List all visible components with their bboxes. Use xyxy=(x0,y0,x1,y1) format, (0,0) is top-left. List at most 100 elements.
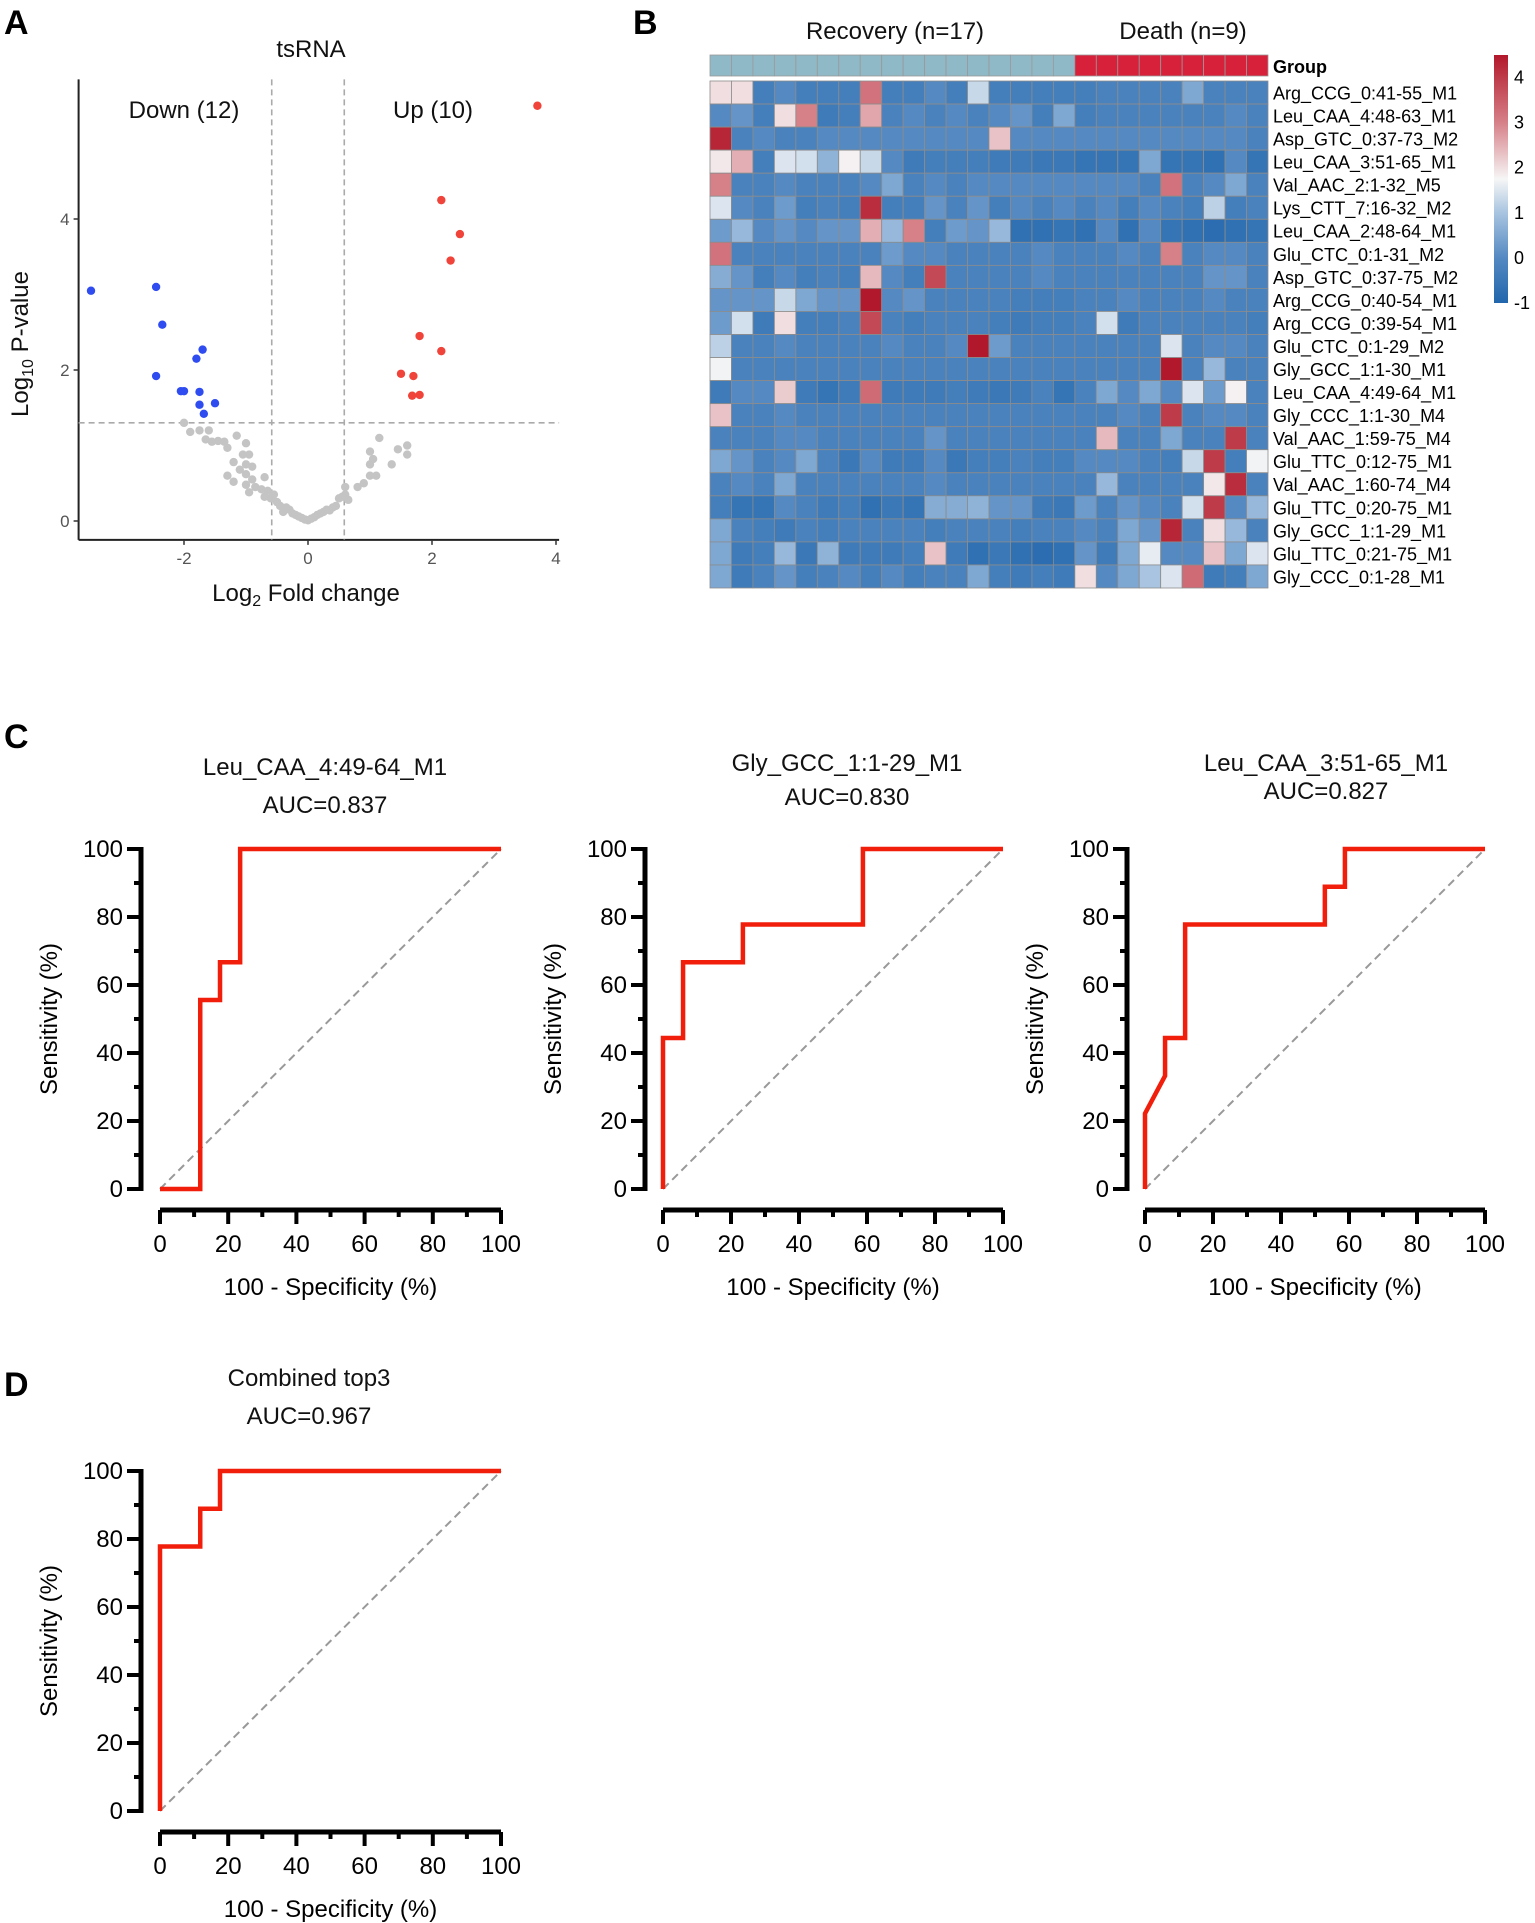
heatmap-cell xyxy=(1074,264,1097,289)
heatmap-cell xyxy=(1181,103,1205,128)
heatmap-cell xyxy=(795,264,818,289)
x-tick-label: 40 xyxy=(786,1231,813,1258)
heatmap-cell xyxy=(1031,518,1054,543)
heatmap-cell xyxy=(795,218,818,243)
heatmap-cell xyxy=(1181,380,1205,405)
heatmap-cell xyxy=(816,264,840,289)
heatmap-cell xyxy=(1010,172,1033,197)
heatmap-cell xyxy=(838,380,861,405)
heatmap-cell xyxy=(752,80,775,105)
heatmap-cell xyxy=(773,472,797,497)
heatmap-cell xyxy=(773,311,797,335)
heatmap-cell xyxy=(1224,495,1247,520)
heatmap-cell xyxy=(816,311,840,335)
row-label: Leu_CAA_4:48-63_M1 xyxy=(1273,106,1456,127)
heatmap-cell xyxy=(945,541,968,566)
heatmap-cell xyxy=(731,288,754,312)
heatmap-cell xyxy=(795,241,818,266)
x-tick-label: 40 xyxy=(283,1853,310,1880)
heatmap-cell xyxy=(1074,403,1097,428)
colorbar-tick-label: -1 xyxy=(1514,293,1530,313)
up-point xyxy=(415,390,424,400)
x-tick-label: 60 xyxy=(351,1231,378,1258)
y-tick-label: 60 xyxy=(96,972,123,999)
heatmap-cell xyxy=(859,126,883,151)
heatmap-cell xyxy=(709,541,732,566)
heatmap-cell xyxy=(1010,472,1033,497)
heatmap-cell xyxy=(1181,426,1205,451)
heatmap-cell xyxy=(773,380,797,405)
heatmap-cell xyxy=(902,311,926,335)
heatmap-cell xyxy=(1203,472,1226,497)
heatmap-cell xyxy=(924,103,947,128)
heatmap-cell xyxy=(924,334,947,358)
heatmap-cell xyxy=(1117,103,1140,128)
heatmap-cell xyxy=(773,426,797,451)
heatmap-cell xyxy=(1246,218,1269,243)
heatmap-cell xyxy=(816,126,840,151)
heatmap-cell xyxy=(1010,195,1033,220)
heatmap-cell xyxy=(1181,172,1205,197)
heatmap-cell xyxy=(1181,403,1205,428)
down-point xyxy=(86,286,96,295)
heatmap-cell xyxy=(1117,495,1140,520)
heatmap-cell xyxy=(1117,311,1140,335)
heatmap-cell xyxy=(795,380,818,405)
heatmap-cell xyxy=(731,334,754,358)
heatmap-cell xyxy=(1138,80,1162,105)
heatmap-cell xyxy=(988,403,1011,428)
heatmap-cell xyxy=(838,80,861,105)
heatmap-cell xyxy=(1031,241,1054,266)
ns-point xyxy=(403,441,412,450)
heatmap-cell xyxy=(881,241,904,266)
heatmap-cell xyxy=(988,264,1011,289)
heatmap-cell xyxy=(816,172,840,197)
roc-curve xyxy=(1142,846,1485,1189)
heatmap-cell xyxy=(1203,357,1226,381)
heatmap-cell xyxy=(773,195,797,220)
heatmap-cell xyxy=(1181,449,1205,474)
heatmap-cell xyxy=(1246,311,1269,335)
heatmap-cell xyxy=(1203,334,1226,358)
heatmap-cell xyxy=(838,472,861,497)
heatmap-cell xyxy=(816,218,840,243)
heatmap-cell xyxy=(838,103,861,128)
heatmap-cell xyxy=(1031,149,1054,174)
heatmap-cell xyxy=(838,218,861,243)
heatmap-cell xyxy=(1010,380,1033,405)
heatmap-cell xyxy=(1074,449,1097,474)
group-label-recovery: Recovery (n=17) xyxy=(806,18,984,45)
heatmap-cell xyxy=(816,195,840,220)
heatmap-cell xyxy=(1117,541,1140,566)
heatmap-cell xyxy=(859,218,883,243)
heatmap-cell xyxy=(1203,564,1226,589)
heatmap-cell xyxy=(988,149,1011,174)
heatmap-cell xyxy=(967,264,990,289)
row-label: Leu_CAA_4:49-64_M1 xyxy=(1273,383,1456,404)
heatmap-cell xyxy=(1052,103,1076,128)
group-cell xyxy=(773,54,797,77)
row-label: Glu_TTC_0:21-75_M1 xyxy=(1273,544,1452,565)
heatmap-cell xyxy=(988,241,1011,266)
heatmap-cell xyxy=(1224,357,1247,381)
heatmap-cell xyxy=(1095,126,1119,151)
heatmap-cell xyxy=(795,195,818,220)
heatmap-cell xyxy=(1246,472,1269,497)
heatmap-cell xyxy=(1074,195,1097,220)
heatmap-cell xyxy=(881,149,904,174)
ns-point xyxy=(260,473,269,482)
heatmap-cell xyxy=(1246,195,1269,220)
ns-point xyxy=(359,479,368,488)
heatmap-cell xyxy=(1138,172,1162,197)
x-tick-label: 60 xyxy=(351,1853,378,1880)
heatmap-cell xyxy=(988,195,1011,220)
heatmap-cell xyxy=(795,357,818,381)
group-cell xyxy=(838,54,861,77)
heatmap-cell xyxy=(1052,172,1076,197)
heatmap-cell xyxy=(795,403,818,428)
heatmap-cell xyxy=(859,541,883,566)
heatmap-cell xyxy=(1181,472,1205,497)
group-cell xyxy=(988,54,1011,77)
x-axis-label: 100 - Specificity (%) xyxy=(1208,1274,1421,1301)
heatmap-cell xyxy=(902,495,926,520)
